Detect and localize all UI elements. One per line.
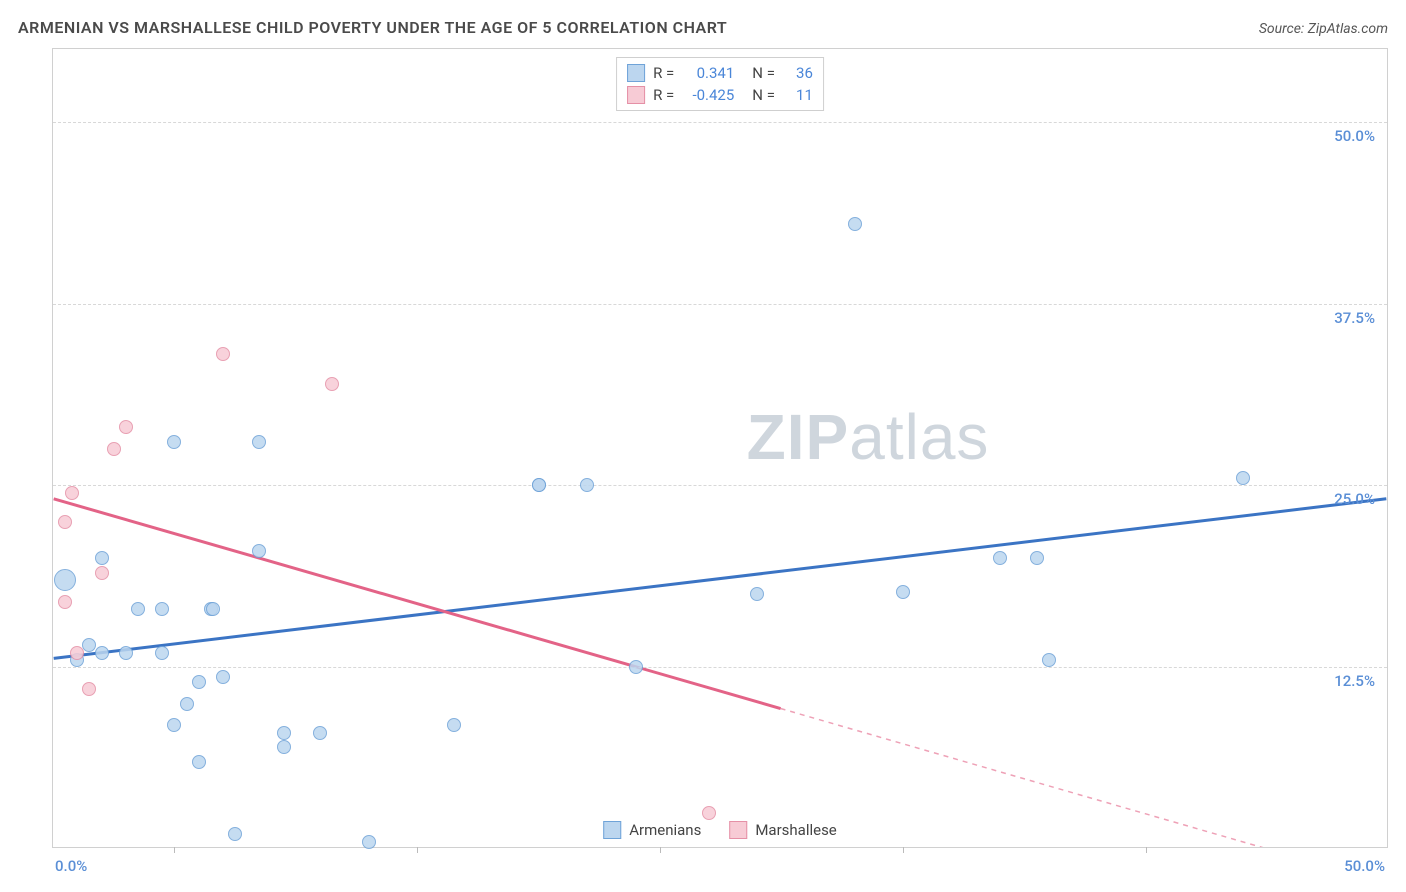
bottom-legend-swatch-armenians [603,821,621,839]
gridline [53,485,1387,486]
data-point-armenians [192,755,206,769]
data-point-armenians [1236,471,1250,485]
chart-title: ARMENIAN VS MARSHALLESE CHILD POVERTY UN… [18,18,727,37]
data-point-armenians [95,551,109,565]
data-point-armenians [119,646,133,660]
data-point-armenians [750,587,764,601]
legend-stats-row-marshallese: R = -0.425 N = 11 [627,84,813,106]
gridline [53,304,1387,305]
data-point-armenians [532,478,546,492]
data-point-marshallese [702,806,716,820]
trend-lines [53,49,1387,847]
chart-source: Source: ZipAtlas.com [1259,21,1388,37]
data-point-armenians [228,827,242,841]
data-point-armenians [277,726,291,740]
bottom-legend-label-armenians: Armenians [629,821,701,839]
y-tick-label: 50.0% [1334,127,1375,145]
data-point-armenians [1042,653,1056,667]
watermark: ZIPatlas [747,400,990,474]
data-point-marshallese [58,595,72,609]
data-point-armenians [252,544,266,558]
source-prefix: Source: [1259,21,1308,37]
stat-r-value-marshallese: -0.425 [682,86,734,104]
gridline [53,122,1387,123]
trend-line-armenians [54,499,1387,659]
data-point-armenians [54,569,76,591]
x-tick-mark [417,847,418,853]
x-tick-mark [660,847,661,853]
data-point-armenians [580,478,594,492]
stat-n-label: N = [752,86,775,104]
data-point-marshallese [70,646,84,660]
data-point-armenians [131,602,145,616]
y-tick-label: 25.0% [1334,490,1375,508]
data-point-armenians [447,718,461,732]
bottom-legend-label-marshallese: Marshallese [755,821,836,839]
bottom-legend: Armenians Marshallese [603,821,837,839]
data-point-marshallese [58,515,72,529]
data-point-armenians [167,718,181,732]
data-point-armenians [206,602,220,616]
data-point-marshallese [107,442,121,456]
data-point-armenians [192,675,206,689]
watermark-zip: ZIP [747,401,850,473]
bottom-legend-item-armenians: Armenians [603,821,701,839]
legend-stats-box: R = 0.341 N = 36 R = -0.425 N = 11 [616,57,824,111]
data-point-armenians [313,726,327,740]
data-point-marshallese [216,347,230,361]
data-point-armenians [629,660,643,674]
data-point-marshallese [82,682,96,696]
stat-n-label: N = [752,64,775,82]
x-tick-mark [1146,847,1147,853]
legend-swatch-armenians [627,64,645,82]
bottom-legend-swatch-marshallese [729,821,747,839]
data-point-armenians [155,602,169,616]
data-point-armenians [155,646,169,660]
gridline [53,667,1387,668]
y-tick-label: 37.5% [1334,309,1375,327]
trend-line-dashed-marshallese [781,709,1387,847]
data-point-armenians [167,435,181,449]
data-point-armenians [216,670,230,684]
source-name: ZipAtlas.com [1308,21,1388,37]
data-point-marshallese [119,420,133,434]
stat-n-value-armenians: 36 [783,64,813,82]
stat-r-label: R = [653,64,674,82]
y-tick-label: 12.5% [1334,672,1375,690]
legend-swatch-marshallese [627,86,645,104]
chart-plot-area: ZIPatlas R = 0.341 N = 36 R = -0.425 N = 11 Arm… [52,48,1388,848]
stat-n-value-marshallese: 11 [783,86,813,104]
data-point-armenians [848,217,862,231]
stat-r-label: R = [653,86,674,104]
x-tick-mark [174,847,175,853]
legend-stats-row-armenians: R = 0.341 N = 36 [627,62,813,84]
data-point-armenians [180,697,194,711]
x-tick-label: 50.0% [1344,857,1385,875]
x-tick-mark [903,847,904,853]
x-tick-label: 0.0% [55,857,87,875]
data-point-marshallese [95,566,109,580]
watermark-atlas: atlas [849,401,989,473]
data-point-armenians [993,551,1007,565]
data-point-armenians [95,646,109,660]
data-point-marshallese [65,486,79,500]
data-point-armenians [277,740,291,754]
data-point-armenians [1030,551,1044,565]
stat-r-value-armenians: 0.341 [682,64,734,82]
data-point-armenians [252,435,266,449]
data-point-armenians [896,585,910,599]
data-point-marshallese [325,377,339,391]
data-point-armenians [362,835,376,849]
bottom-legend-item-marshallese: Marshallese [729,821,836,839]
